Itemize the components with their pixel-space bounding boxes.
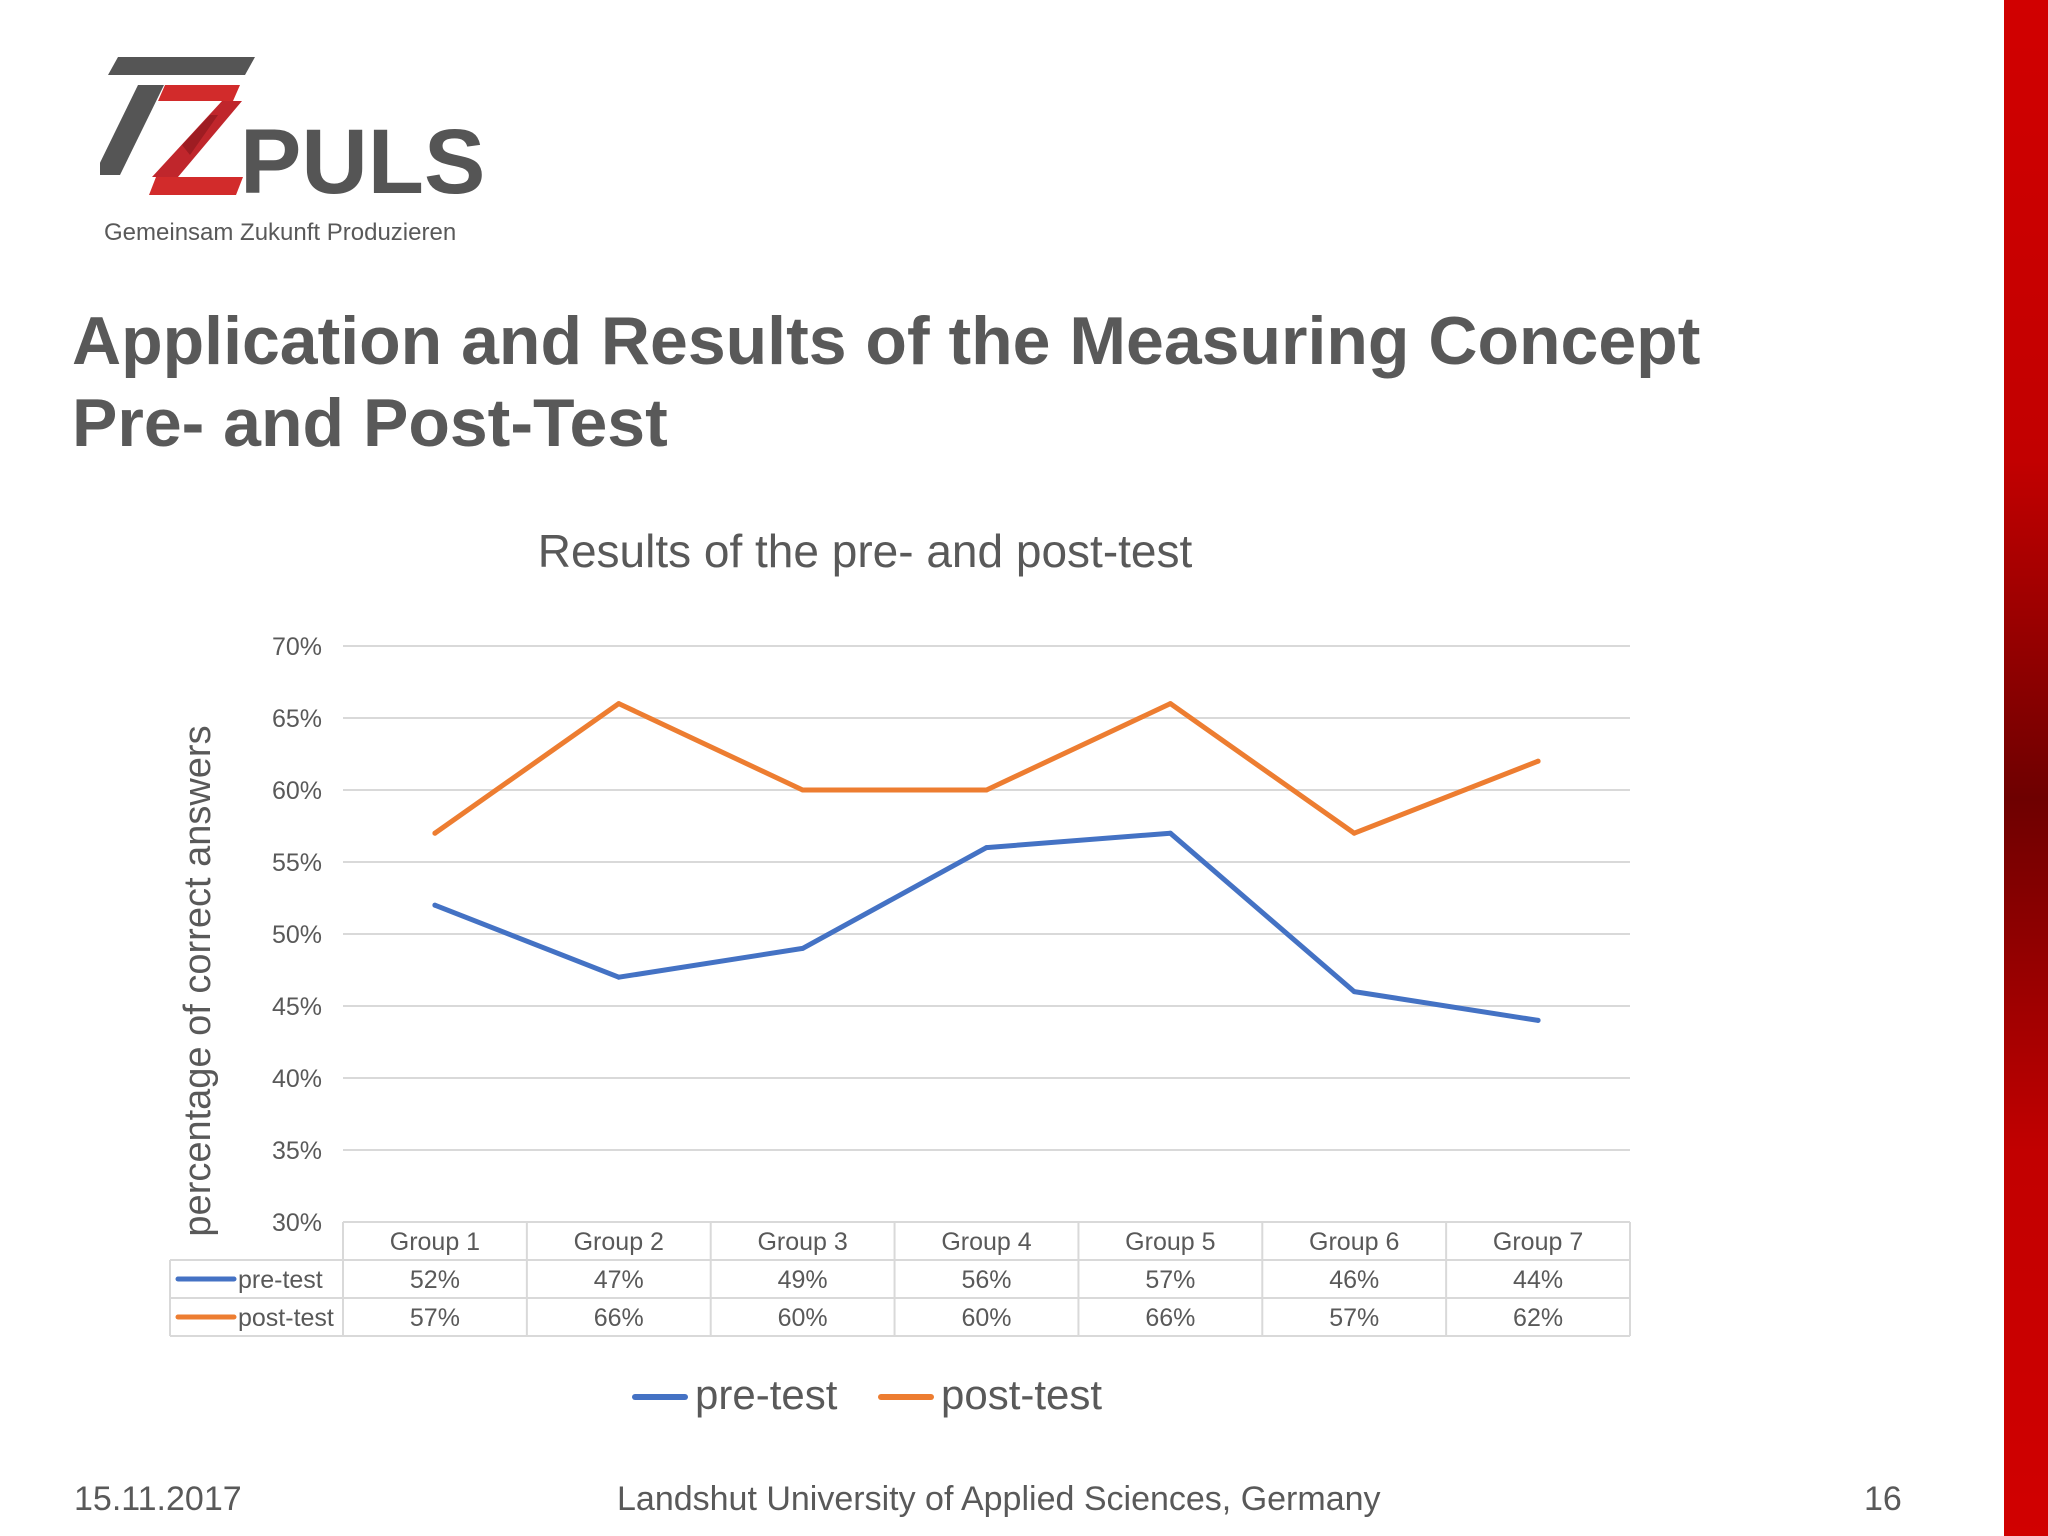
table-value: 62% bbox=[1513, 1304, 1563, 1332]
x-category-label: Group 6 bbox=[1309, 1228, 1399, 1256]
table-series-name: post-test bbox=[238, 1304, 334, 1332]
x-category-label: Group 7 bbox=[1493, 1228, 1583, 1256]
chart-title: Results of the pre- and post-test bbox=[538, 525, 1193, 577]
x-category-label: Group 3 bbox=[757, 1228, 847, 1256]
table-value: 57% bbox=[410, 1304, 460, 1332]
line-chart: Results of the pre- and post-test percen… bbox=[169, 525, 1631, 1418]
x-category-label: Group 1 bbox=[390, 1228, 480, 1256]
data-point bbox=[984, 787, 989, 793]
x-category-label: Group 5 bbox=[1125, 1228, 1215, 1256]
y-axis-ticks: 30% 35% 40% 45% 50% 55% 60% 65% 70% bbox=[272, 633, 322, 1237]
y-tick-label: 30% bbox=[272, 1209, 322, 1237]
y-tick-label: 45% bbox=[272, 993, 322, 1021]
footer-institution: Landshut University of Applied Sciences,… bbox=[617, 1480, 1381, 1518]
table-series-name: pre-test bbox=[238, 1266, 323, 1294]
legend-label: pre-test bbox=[695, 1371, 838, 1418]
table-value: 47% bbox=[594, 1266, 644, 1294]
data-table: Group 1 Group 2 Group 3 Group 4 Group 5 Group… bbox=[169, 1221, 1631, 1337]
y-axis-title: percentage of correct answers bbox=[177, 725, 219, 1236]
legend-label: post-test bbox=[941, 1371, 1102, 1418]
y-tick-label: 65% bbox=[272, 705, 322, 733]
data-point bbox=[1351, 830, 1357, 836]
x-category-label: Group 4 bbox=[941, 1228, 1031, 1256]
table-value: 56% bbox=[961, 1266, 1011, 1294]
x-category-label: Group 2 bbox=[574, 1228, 664, 1256]
series-line-post-test bbox=[432, 701, 1541, 836]
data-point bbox=[432, 830, 438, 836]
tz-puls-logo: PULS bbox=[100, 57, 485, 213]
data-point bbox=[1351, 989, 1357, 995]
table-value: 49% bbox=[778, 1266, 828, 1294]
table-value: 44% bbox=[1513, 1266, 1563, 1294]
y-tick-label: 50% bbox=[272, 921, 322, 949]
table-value: 66% bbox=[594, 1304, 644, 1332]
table-value: 52% bbox=[410, 1266, 460, 1294]
logo-slash-left bbox=[100, 85, 164, 175]
data-point bbox=[1167, 830, 1173, 836]
logo-bar-top bbox=[108, 57, 255, 75]
logo-z-top bbox=[158, 85, 240, 101]
y-tick-label: 40% bbox=[272, 1065, 322, 1093]
y-tick-label: 70% bbox=[272, 633, 322, 661]
slide-title-line-2: Pre- and Post-Test bbox=[72, 385, 668, 461]
series-lines bbox=[432, 701, 1541, 1023]
data-point bbox=[1535, 1017, 1541, 1023]
legend: pre-test post-test bbox=[632, 1371, 1102, 1418]
slide-title-line-1: Application and Results of the Measuring… bbox=[72, 303, 1701, 379]
logo-tagline: Gemeinsam Zukunft Produzieren bbox=[104, 219, 457, 246]
slide-title: Application and Results of the Measuring… bbox=[72, 300, 1700, 464]
logo-z-bottom bbox=[149, 177, 243, 195]
data-point bbox=[800, 945, 806, 951]
data-point bbox=[1167, 701, 1173, 707]
table-value: 66% bbox=[1145, 1304, 1195, 1332]
y-tick-label: 60% bbox=[272, 777, 322, 805]
data-point bbox=[432, 902, 438, 908]
table-value: 60% bbox=[778, 1304, 828, 1332]
page-number: 16 bbox=[1864, 1480, 1902, 1518]
data-point bbox=[616, 701, 622, 707]
logo-wordmark: PULS bbox=[240, 111, 485, 213]
data-point bbox=[616, 974, 622, 980]
data-point bbox=[1535, 758, 1541, 764]
logo-z-shade bbox=[182, 115, 218, 155]
y-tick-label: 35% bbox=[272, 1137, 322, 1165]
table-value: 60% bbox=[961, 1304, 1011, 1332]
y-tick-label: 55% bbox=[272, 849, 322, 877]
data-point bbox=[800, 787, 806, 793]
accent-sidebar bbox=[2004, 0, 2048, 1536]
gridlines bbox=[343, 645, 1630, 1151]
table-value: 57% bbox=[1145, 1266, 1195, 1294]
table-value: 46% bbox=[1329, 1266, 1379, 1294]
footer-date: 15.11.2017 bbox=[74, 1480, 242, 1518]
data-point bbox=[984, 845, 989, 851]
table-value: 57% bbox=[1329, 1304, 1379, 1332]
